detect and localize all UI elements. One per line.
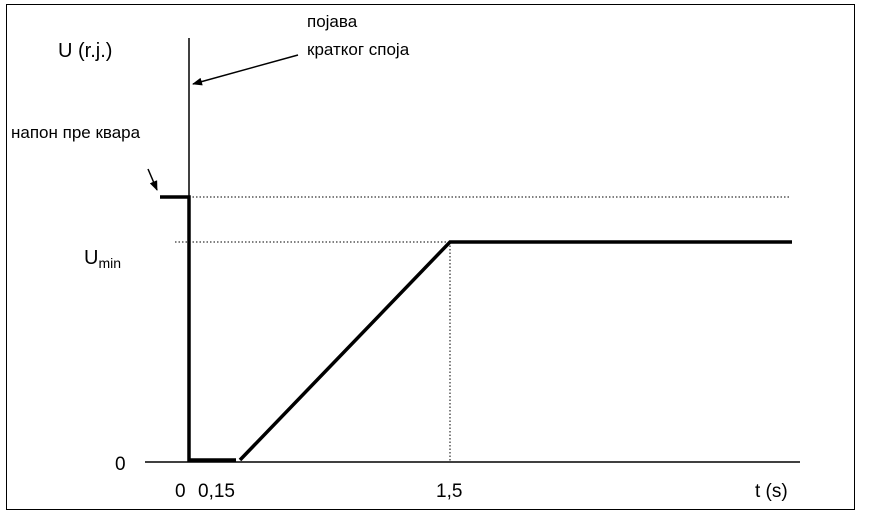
umin-label: Umin (84, 247, 121, 271)
diagram-frame (6, 4, 855, 510)
y-axis-label: U (r.j.) (58, 40, 112, 62)
fault-annotation-line1: појава (307, 12, 358, 31)
x-15-tick-label: 1,5 (436, 481, 462, 502)
umin-label-subscript: min (98, 255, 121, 271)
x-015-tick-label: 0,15 (198, 481, 235, 502)
voltage-recovery-curve (238, 240, 792, 462)
x-axis-label: t (s) (755, 481, 788, 502)
voltage-profile-curve (160, 195, 236, 462)
fault-annotation-line2: кратког споја (307, 40, 410, 59)
umin-label-main: U (84, 247, 98, 269)
fault-onset-arrow (192, 54, 299, 86)
prefault-voltage-label: напон пре квара (11, 123, 141, 142)
prefault-voltage-arrow (147, 168, 158, 191)
y-zero-tick-label: 0 (115, 454, 126, 475)
x-zero-tick-label: 0 (175, 481, 186, 502)
